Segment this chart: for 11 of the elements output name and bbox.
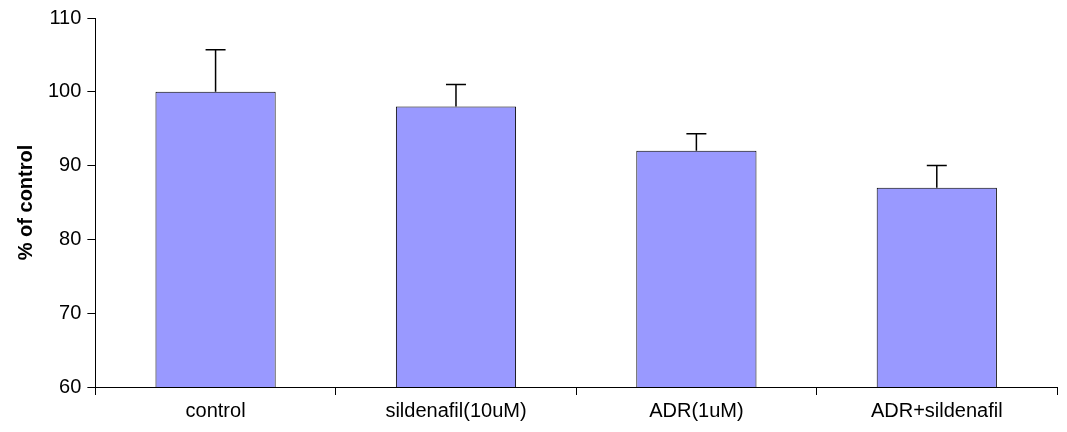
y-tick-label: 110 [49, 5, 82, 28]
y-tick-label: 70 [59, 300, 82, 323]
x-tick-label: sildenafil(10uM) [385, 398, 527, 421]
y-tick-label: 90 [59, 153, 82, 176]
y-tick-label: 60 [59, 374, 82, 397]
x-tick-label: control [185, 398, 246, 421]
y-tick-label: 100 [47, 79, 82, 102]
y-axis-title: % of control [13, 144, 36, 261]
x-tick-label: ADR+sildenafil [870, 398, 1003, 421]
y-tick-label: 80 [59, 226, 82, 249]
x-tick-label: ADR(1uM) [649, 398, 744, 421]
